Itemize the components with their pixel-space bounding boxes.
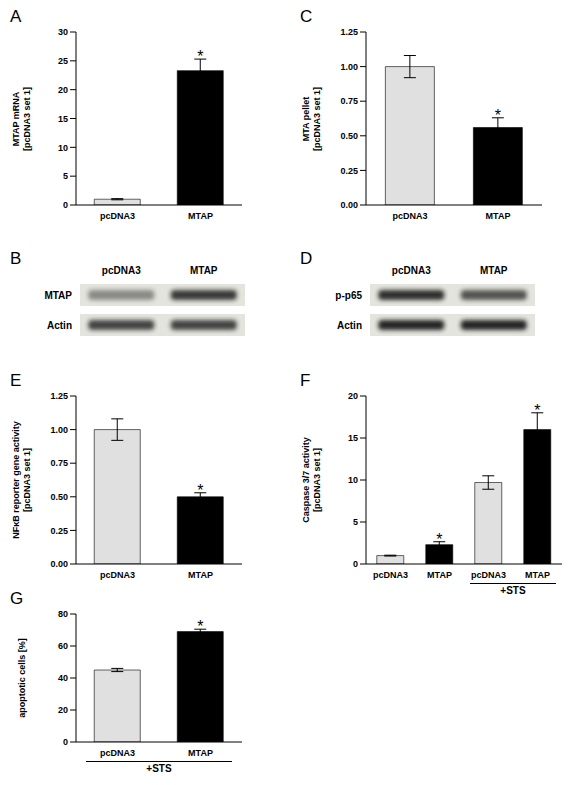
svg-text:MTAP: MTAP: [525, 570, 550, 580]
svg-text:pcDNA3: pcDNA3: [373, 570, 408, 580]
html-text:apoptotic cells [%]: apoptotic cells [%]: [16, 638, 27, 718]
svg-text:40: 40: [58, 673, 68, 683]
svg-text:p-p65: p-p65: [335, 290, 362, 301]
svg-text:Actin: Actin: [337, 320, 362, 331]
svg-text:MTAP: MTAP: [480, 265, 508, 276]
svg-text:*: *: [197, 48, 203, 65]
html-text:MTA pellet: MTA pellet: [301, 96, 311, 141]
svg-text:MTAP: MTAP: [427, 570, 452, 580]
html-text:D: D: [300, 249, 313, 268]
svg-text:MTAP: MTAP: [188, 748, 213, 758]
svg-text:0.00: 0.00: [50, 559, 68, 569]
svg-text:*: *: [436, 531, 442, 548]
svg-text:10: 10: [58, 143, 68, 153]
svg-text:1.00: 1.00: [50, 425, 68, 435]
html-text:[pcDNA3 set 1]: [pcDNA3 set 1]: [312, 448, 322, 512]
svg-text:15: 15: [58, 114, 68, 124]
svg-text:Actin: Actin: [47, 320, 72, 331]
svg-text:5: 5: [63, 171, 68, 181]
html-text:+STS: +STS: [500, 585, 526, 596]
svg-text:MTAP: MTAP: [486, 211, 511, 221]
svg-text:25: 25: [58, 56, 68, 66]
html-text:MTAP mRNA: MTAP mRNA: [11, 91, 21, 146]
svg-text:0.50: 0.50: [50, 492, 68, 502]
html-text:+STS: +STS: [146, 763, 172, 774]
svg-text:20: 20: [348, 391, 358, 401]
svg-text:0.00: 0.00: [340, 200, 358, 210]
svg-text:20: 20: [58, 85, 68, 95]
svg-text:5: 5: [353, 517, 358, 527]
svg-text:pcDNA3: pcDNA3: [100, 211, 135, 221]
svg-text:80: 80: [58, 609, 68, 619]
svg-text:0.25: 0.25: [340, 166, 358, 176]
svg-text:1.25: 1.25: [340, 27, 358, 37]
html-text:Caspase 3/7 activity: Caspase 3/7 activity: [301, 437, 311, 523]
svg-text:*: *: [197, 618, 203, 635]
svg-text:pcDNA3: pcDNA3: [392, 211, 427, 221]
svg-text:*: *: [534, 402, 540, 419]
svg-text:pcDNA3: pcDNA3: [392, 265, 431, 276]
html-text:[pcDNA3 set 1]: [pcDNA3 set 1]: [312, 86, 322, 151]
svg-text:MTAP: MTAP: [190, 265, 218, 276]
svg-text:1.00: 1.00: [340, 62, 358, 72]
html-text:C: C: [300, 7, 313, 26]
svg-text:0.25: 0.25: [50, 526, 68, 536]
svg-text:0.75: 0.75: [50, 458, 68, 468]
svg-text:MTAP: MTAP: [188, 570, 213, 580]
svg-text:*: *: [495, 107, 501, 124]
html-text:[pcDNA3 set 1]: [pcDNA3 set 1]: [22, 86, 32, 151]
svg-text:pcDNA3: pcDNA3: [102, 265, 141, 276]
svg-text:*: *: [197, 482, 203, 499]
html-text:E: E: [10, 371, 22, 390]
html-text:B: B: [10, 249, 22, 268]
svg-text:MTAP: MTAP: [188, 211, 213, 221]
svg-text:0: 0: [353, 559, 358, 569]
svg-text:pcDNA3: pcDNA3: [100, 570, 135, 580]
svg-text:pcDNA3: pcDNA3: [471, 570, 506, 580]
svg-text:MTAP: MTAP: [44, 290, 72, 301]
html-text:A: A: [10, 7, 22, 26]
svg-text:pcDNA3: pcDNA3: [100, 748, 135, 758]
svg-text:0: 0: [63, 200, 68, 210]
svg-text:0: 0: [63, 737, 68, 747]
svg-text:10: 10: [348, 475, 358, 485]
html-text:NFκB reporter gene activity: NFκB reporter gene activity: [11, 421, 21, 539]
svg-text:1.25: 1.25: [50, 391, 68, 401]
html-text:[pcDNA3 set 1]: [pcDNA3 set 1]: [22, 448, 32, 512]
svg-text:15: 15: [348, 433, 358, 443]
svg-text:0.50: 0.50: [340, 131, 358, 141]
svg-text:60: 60: [58, 641, 68, 651]
svg-text:30: 30: [58, 27, 68, 37]
svg-text:0.75: 0.75: [340, 96, 358, 106]
svg-text:20: 20: [58, 705, 68, 715]
html-text:G: G: [10, 589, 24, 608]
html-text:F: F: [300, 371, 311, 390]
